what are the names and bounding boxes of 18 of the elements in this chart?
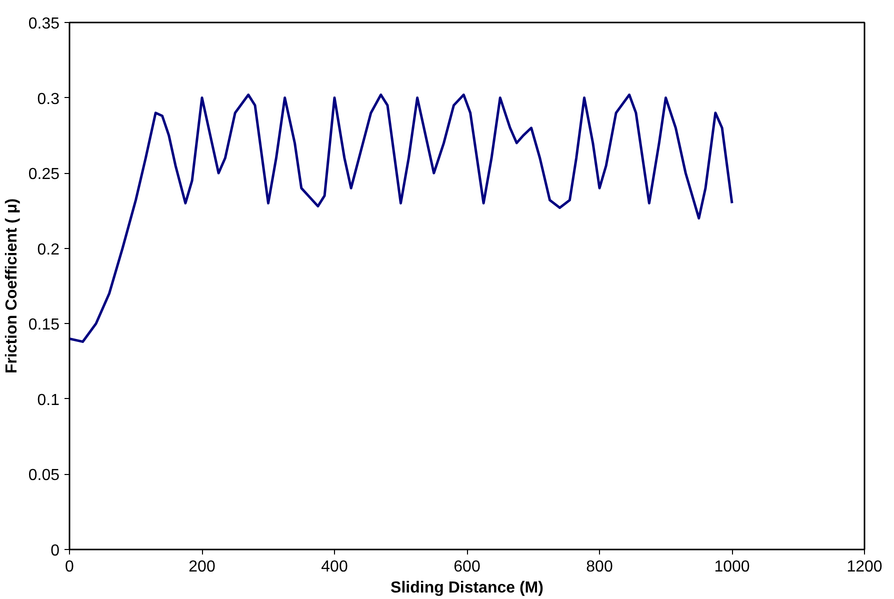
x-tick-label: 0 — [65, 558, 74, 576]
x-tick-label: 1000 — [714, 558, 750, 576]
y-tick-label: 0.3 — [37, 90, 60, 108]
line-series — [70, 94, 734, 343]
y-tick-label: 0.05 — [28, 467, 60, 484]
x-axis-title: Sliding Distance (M) — [390, 580, 544, 596]
x-tick-label: 1200 — [846, 558, 882, 576]
x-tick-label: 400 — [321, 558, 348, 576]
x-tick-label: 200 — [188, 558, 216, 576]
y-axis-title: Friction Coefficient ( μ) — [3, 198, 20, 374]
y-tick-label: 0.35 — [28, 16, 60, 32]
x-tick-label: 800 — [586, 558, 613, 576]
y-tick-label: 0.15 — [28, 316, 60, 334]
y-tick-label: 0.1 — [37, 392, 60, 409]
y-tick-label: 0.25 — [28, 166, 60, 184]
x-tick-label: 600 — [454, 558, 480, 576]
y-tick-label: 0 — [50, 542, 60, 560]
y-tick-label: 0.2 — [37, 241, 60, 258]
